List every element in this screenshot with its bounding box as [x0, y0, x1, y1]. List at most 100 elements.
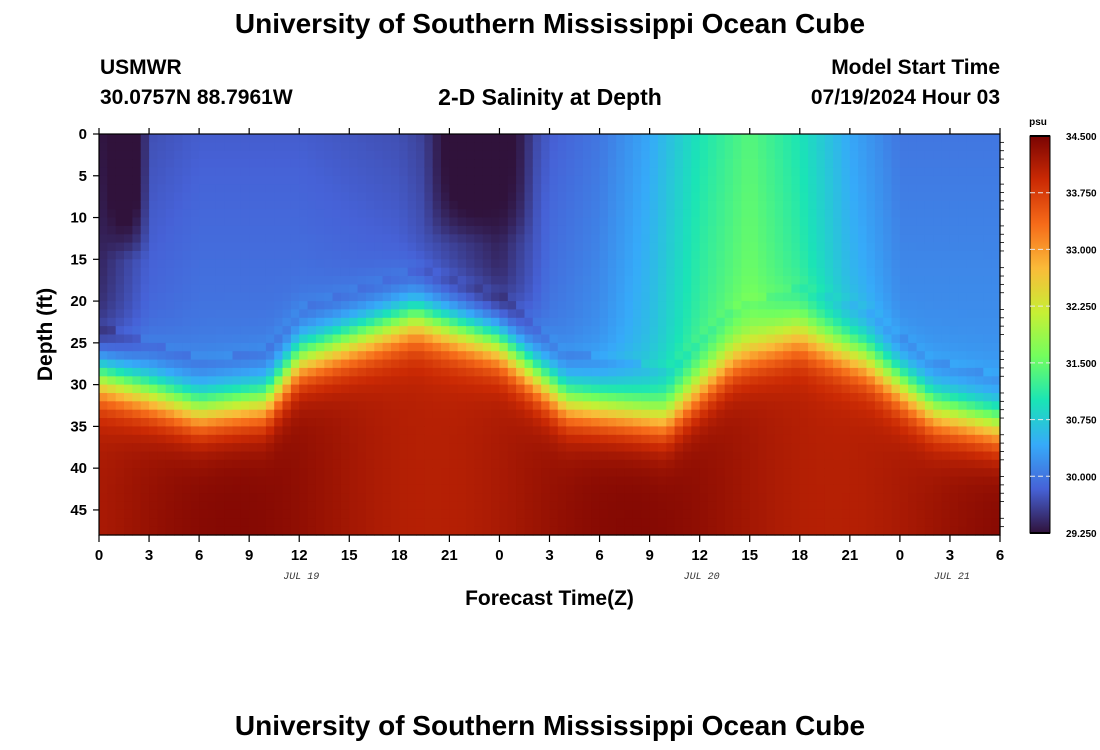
heatmap-cell — [457, 251, 467, 260]
heatmap-cell — [124, 217, 133, 227]
heatmap-cell — [774, 317, 784, 327]
heatmap-cell — [282, 443, 292, 453]
heatmap-cell — [349, 476, 359, 486]
heatmap-cell — [666, 334, 676, 344]
heatmap-cell — [199, 484, 208, 494]
heatmap-cell — [457, 451, 467, 461]
heatmap-cell — [641, 175, 651, 185]
heatmap-cell — [532, 393, 542, 402]
heatmap-cell — [157, 276, 167, 285]
heatmap-cell — [624, 376, 634, 386]
heatmap-cell — [399, 376, 409, 386]
heatmap-cell — [182, 200, 192, 210]
heatmap-cell — [674, 484, 684, 494]
heatmap-cell — [733, 200, 742, 210]
heatmap-cell — [424, 175, 434, 185]
heatmap-cell — [257, 518, 267, 528]
heatmap-cell — [240, 393, 250, 402]
heatmap-cell — [340, 401, 350, 411]
heatmap-cell — [299, 284, 309, 294]
heatmap-cell — [916, 150, 926, 160]
heatmap-cell — [140, 267, 150, 277]
heatmap-cell — [240, 225, 250, 235]
heatmap-cell — [432, 150, 442, 160]
heatmap-cell — [699, 142, 709, 152]
heatmap-cell — [282, 217, 292, 227]
heatmap-cell — [374, 292, 384, 302]
heatmap-cell — [374, 401, 384, 411]
heatmap-cell — [724, 209, 734, 219]
heatmap-cell — [791, 309, 801, 319]
heatmap-cell — [482, 334, 492, 344]
heatmap-cell — [758, 426, 767, 436]
heatmap-cell — [858, 209, 868, 219]
heatmap-cell — [941, 526, 951, 536]
heatmap-cell — [140, 334, 150, 344]
heatmap-cell — [908, 234, 918, 244]
heatmap-cell — [349, 234, 359, 244]
heatmap-cell — [849, 242, 859, 252]
heatmap-cell — [916, 301, 926, 311]
heatmap-cell — [315, 192, 325, 202]
heatmap-cell — [516, 401, 525, 411]
heatmap-cell — [449, 493, 459, 503]
heatmap-cell — [491, 359, 500, 369]
heatmap-cell — [457, 242, 467, 252]
heatmap-cell — [391, 493, 400, 503]
heatmap-cell — [357, 276, 367, 285]
heatmap-cell — [674, 434, 684, 444]
heatmap-cell — [733, 509, 742, 519]
heatmap-cell — [332, 476, 342, 486]
heatmap-cell — [491, 509, 500, 519]
heatmap-cell — [224, 142, 233, 152]
heatmap-cell — [432, 476, 442, 486]
heatmap-cell — [799, 367, 809, 377]
heatmap-cell — [274, 276, 284, 285]
heatmap-cell — [174, 292, 183, 302]
heatmap-cell — [457, 426, 467, 436]
heatmap-cell — [658, 142, 667, 152]
heatmap-cell — [699, 468, 709, 478]
heatmap-cell — [783, 159, 792, 169]
heatmap-cell — [307, 418, 317, 427]
heatmap-cell — [683, 242, 692, 252]
heatmap-cell — [416, 159, 425, 169]
heatmap-cell — [224, 251, 233, 260]
heatmap-cell — [482, 434, 492, 444]
heatmap-cell — [566, 451, 576, 461]
heatmap-cell — [758, 134, 767, 143]
heatmap-cell — [315, 351, 325, 361]
heatmap-cell — [816, 167, 826, 177]
heatmap-cell — [582, 150, 592, 160]
heatmap-cell — [240, 409, 250, 419]
heatmap-cell — [257, 134, 267, 143]
heatmap-cell — [724, 309, 734, 319]
heatmap-cell — [616, 459, 626, 469]
heatmap-cell — [357, 367, 367, 377]
heatmap-cell — [190, 459, 200, 469]
heatmap-cell — [491, 493, 500, 503]
heatmap-cell — [557, 175, 567, 185]
heatmap-cell — [232, 334, 242, 344]
heatmap-cell — [916, 351, 926, 361]
heatmap-cell — [849, 317, 859, 327]
heatmap-cell — [140, 234, 150, 244]
heatmap-cell — [282, 409, 292, 419]
heatmap-cell — [816, 518, 826, 528]
heatmap-cell — [716, 518, 726, 528]
heatmap-cell — [574, 150, 584, 160]
heatmap-cell — [232, 234, 242, 244]
heatmap-cell — [507, 276, 517, 285]
heatmap-cell — [858, 351, 868, 361]
heatmap-cell — [99, 351, 108, 361]
heatmap-cell — [232, 200, 242, 210]
heatmap-cell — [524, 434, 534, 444]
heatmap-cell — [666, 242, 676, 252]
heatmap-cell — [140, 351, 150, 361]
heatmap-cell — [265, 459, 275, 469]
heatmap-cell — [357, 225, 367, 235]
heatmap-cell — [624, 359, 634, 369]
heatmap-cell — [824, 359, 834, 369]
heatmap-cell — [407, 167, 417, 177]
heatmap-cell — [683, 493, 692, 503]
